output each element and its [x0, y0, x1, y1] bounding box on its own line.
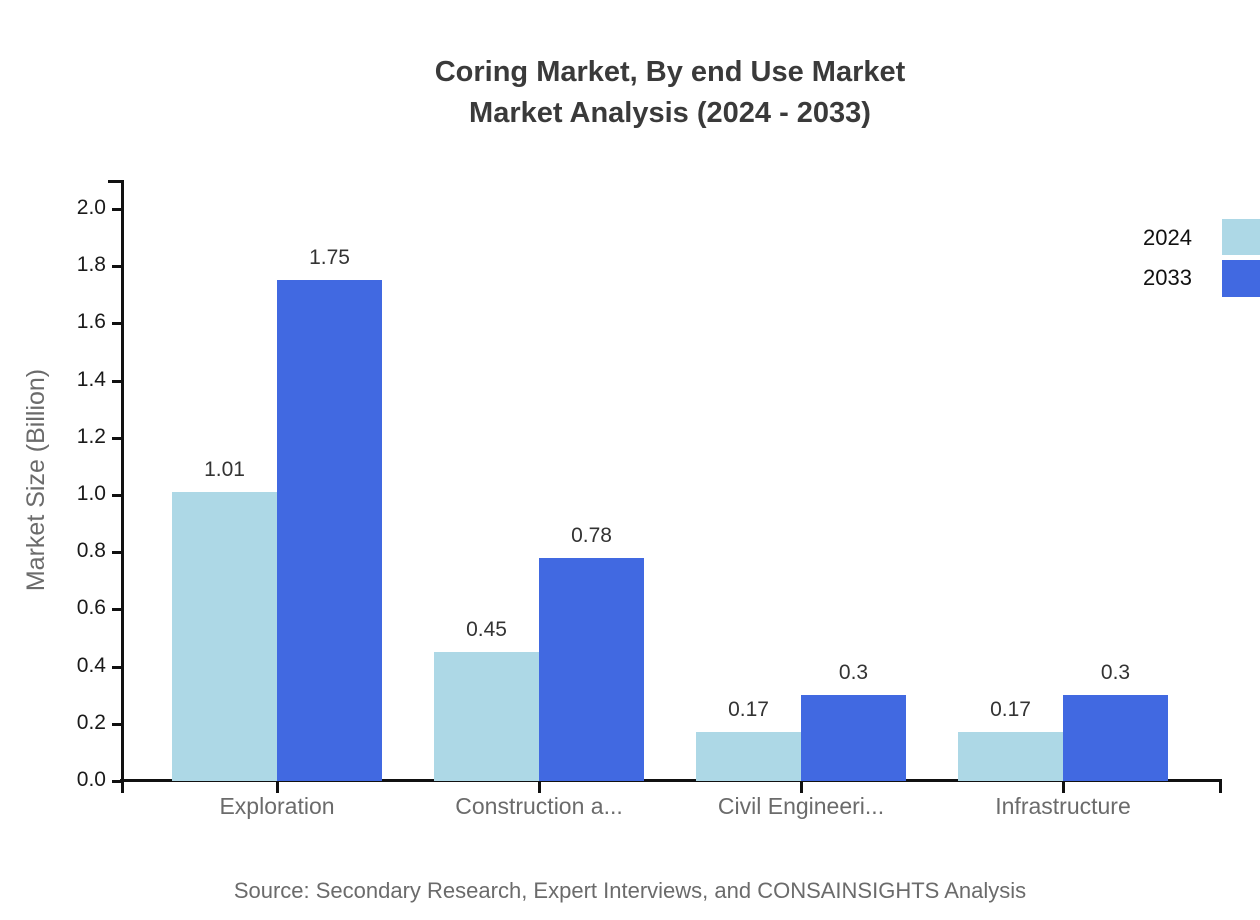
x-tick-label-infrastructure: Infrastructure [995, 793, 1131, 819]
y-tick-mark [112, 208, 121, 211]
chart-title-line1: Coring Market, By end Use Market [434, 56, 906, 88]
legend-label-2024: 2024 [1143, 225, 1192, 250]
y-tick-label: 0.4 [76, 654, 106, 677]
bar-2033-civil-engineeri [801, 695, 906, 781]
y-tick-label: 0.0 [76, 768, 106, 791]
x-axis-line [120, 779, 1222, 782]
y-tick-mark [112, 322, 121, 325]
bar-2033-infrastructure [1063, 695, 1168, 781]
y-tick-mark [112, 780, 121, 783]
y-tick-mark [112, 723, 121, 726]
bar-2033-exploration [277, 280, 382, 781]
bar-2024-infrastructure [958, 732, 1063, 781]
y-axis-endcap [108, 180, 124, 183]
y-axis-line [121, 180, 124, 793]
chart-title-line2: Market Analysis (2024 - 2033) [469, 97, 871, 129]
y-tick-mark [112, 380, 121, 383]
bar-value-label-2024-infrastructure: 0.17 [990, 698, 1031, 721]
y-tick-label: 0.8 [76, 539, 106, 562]
y-axis-title: Market Size (Billion) [22, 368, 50, 592]
chart-title: Coring Market, By end Use Market Market … [80, 52, 1260, 134]
y-tick-label: 1.2 [76, 425, 106, 448]
y-tick-mark [112, 437, 121, 440]
y-tick-label: 2.0 [76, 196, 106, 219]
legend-swatch-2033 [1222, 260, 1260, 297]
y-tick-mark [112, 608, 121, 611]
bar-value-label-2033-exploration: 1.75 [309, 246, 350, 269]
legend-label-2033: 2033 [1143, 265, 1192, 290]
y-tick-label: 0.2 [76, 711, 106, 734]
x-tick-label-construction-a: Construction a... [455, 793, 623, 819]
x-axis-endcap [1219, 779, 1222, 793]
bar-value-label-2024-construction-a: 0.45 [466, 618, 507, 641]
legend-swatch-2024 [1222, 219, 1260, 255]
y-tick-mark [112, 265, 121, 268]
x-tick-mark [276, 782, 279, 793]
source-note: Source: Secondary Research, Expert Inter… [233, 878, 1027, 903]
y-tick-label: 1.0 [76, 482, 106, 505]
y-tick-label: 0.6 [76, 596, 106, 619]
bar-value-label-2024-exploration: 1.01 [204, 458, 245, 481]
bar-value-label-2033-infrastructure: 0.3 [1100, 661, 1131, 684]
bar-value-label-2033-construction-a: 0.78 [571, 524, 612, 547]
x-tick-mark [1062, 782, 1065, 793]
y-tick-mark [112, 551, 121, 554]
bar-2024-civil-engineeri [696, 732, 801, 781]
bar-2024-construction-a [434, 652, 539, 781]
x-tick-mark [800, 782, 803, 793]
bar-value-label-2033-civil-engineeri: 0.3 [838, 661, 869, 684]
bar-value-label-2024-civil-engineeri: 0.17 [728, 698, 769, 721]
y-tick-label: 1.6 [76, 310, 106, 333]
x-tick-mark [538, 782, 541, 793]
y-tick-label: 1.8 [76, 253, 106, 276]
bar-2024-exploration [172, 492, 277, 781]
y-tick-label: 1.4 [76, 368, 106, 391]
x-tick-label-civil-engineeri: Civil Engineeri... [717, 793, 885, 819]
x-tick-label-exploration: Exploration [219, 793, 335, 819]
bar-2033-construction-a [539, 558, 644, 781]
y-tick-mark [112, 666, 121, 669]
y-tick-mark [112, 494, 121, 497]
